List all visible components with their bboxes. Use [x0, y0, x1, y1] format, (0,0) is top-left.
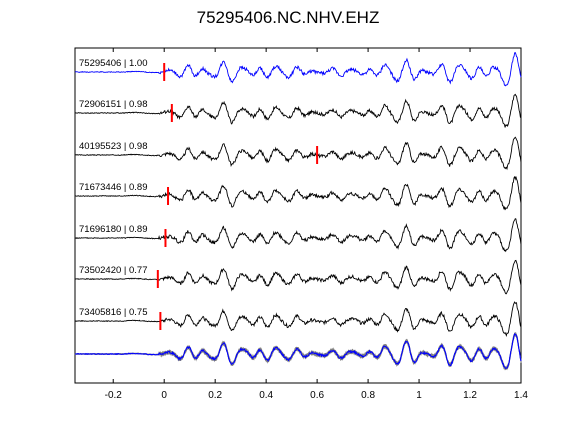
trace-line: [74, 175, 522, 211]
x-tick-label: 0.4: [259, 390, 273, 401]
stack-reference-line: [74, 333, 522, 370]
trace-line: [74, 301, 522, 337]
trace-line: [74, 218, 522, 253]
trace-label: 71696180 | 0.89: [79, 224, 148, 235]
x-tick-label: -0.2: [105, 390, 123, 401]
trace-label: 72906151 | 0.98: [79, 99, 148, 110]
x-tick-label: 0: [161, 390, 167, 401]
trace-label: 73502420 | 0.77: [79, 265, 148, 276]
trace-label: 71673446 | 0.89: [79, 182, 148, 193]
stack-overlay-line: [74, 333, 522, 371]
trace-label: 40195523 | 0.98: [79, 141, 148, 152]
chart-title: 75295406.NC.NHV.EHZ: [196, 8, 380, 27]
trace-label: 73405816 | 0.75: [79, 307, 148, 318]
stack-overlay-line: [74, 333, 522, 370]
x-tick-label: 0.8: [361, 390, 375, 401]
x-tick-label: 0.6: [310, 390, 324, 401]
trace-label: 75295406 | 1.00: [79, 58, 148, 69]
labels-layer: 75295406 | 1.00 72906151 | 0.98 40195523 |…: [79, 58, 148, 318]
plot-frame: [74, 47, 522, 384]
trace-line: [74, 259, 522, 295]
ticks-layer: -0.2 0 0.2 0.4 0.6 0.8 1 1.2 1.4: [105, 48, 528, 401]
traces-layer: [74, 51, 522, 337]
trace-line: [74, 93, 522, 128]
trace-line: [74, 136, 522, 171]
x-tick-label: 1.4: [514, 390, 528, 401]
picks-layer: [156, 63, 319, 330]
x-tick-label: 1.2: [463, 390, 477, 401]
trace-line: [74, 51, 522, 87]
x-tick-label: 0.2: [208, 390, 222, 401]
stack-layer: [74, 332, 522, 371]
x-tick-label: 1: [416, 390, 422, 401]
